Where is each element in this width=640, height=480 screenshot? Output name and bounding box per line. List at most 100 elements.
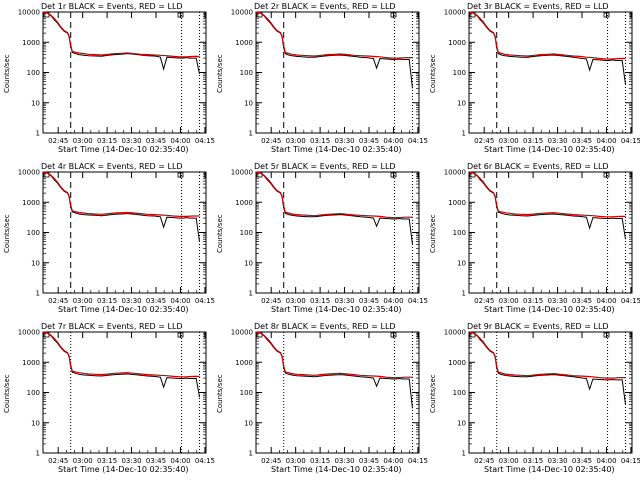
- events-series-line: [42, 11, 200, 75]
- x-tick-label: 03:00: [286, 137, 306, 145]
- x-tick-label: 03:00: [286, 457, 306, 465]
- detector-panel-5: Det 5r BLACK = Events, RED = LLD 1 10 100 10…: [213, 160, 428, 320]
- panel-title: Det 3r BLACK = Events, RED = LLD: [467, 2, 609, 11]
- x-tick-label: 03:15: [97, 457, 117, 465]
- y-tick-label: 1: [36, 290, 40, 298]
- events-series-line: [42, 171, 200, 242]
- events-series-line: [255, 171, 413, 245]
- y-tick-label: 10: [457, 99, 466, 107]
- y-tick-label: 1: [249, 290, 253, 298]
- x-tick-label: 03:00: [73, 137, 93, 145]
- x-tick-label: 02:45: [474, 297, 494, 305]
- y-tick-label: 1000: [235, 199, 253, 207]
- x-tick-label: 03:45: [572, 457, 592, 465]
- y-axis-title: Counts/sec: [429, 373, 437, 413]
- lld-series-line: [255, 171, 413, 219]
- panel-title: Det 9r BLACK = Events, RED = LLD: [467, 322, 609, 331]
- y-tick-label: 10000: [18, 329, 40, 337]
- y-tick-label: 1000: [22, 199, 40, 207]
- y-tick-label: 100: [27, 69, 40, 77]
- x-tick-label: 04:00: [170, 297, 190, 305]
- events-series-line: [468, 11, 626, 85]
- y-tick-label: 1000: [235, 39, 253, 47]
- x-tick-label: 03:15: [523, 297, 543, 305]
- x-tick-label: 04:15: [408, 137, 428, 145]
- detector-panel-1: Det 1r BLACK = Events, RED = LLD 1 10 100 10…: [0, 0, 215, 160]
- y-tick-label: 1: [36, 450, 40, 458]
- y-tick-label: 100: [240, 69, 253, 77]
- corner-marker: [390, 12, 397, 18]
- y-tick-label: 10: [31, 99, 40, 107]
- x-tick-label: 03:45: [359, 137, 379, 145]
- x-tick-label: 03:30: [547, 137, 567, 145]
- y-tick-label: 1000: [22, 359, 40, 367]
- panel-title: Det 5r BLACK = Events, RED = LLD: [254, 162, 396, 171]
- x-tick-label: 04:00: [170, 137, 190, 145]
- x-tick-label: 04:15: [195, 297, 215, 305]
- x-axis-title: Start Time (14-Dec-10 02:35:40): [271, 465, 402, 474]
- y-tick-label: 1: [462, 450, 466, 458]
- x-tick-label: 03:45: [359, 457, 379, 465]
- y-axis-title: Counts/sec: [3, 53, 11, 93]
- corner-marker: [177, 332, 184, 338]
- corner-marker: [603, 332, 610, 338]
- y-tick-label: 100: [27, 389, 40, 397]
- y-axis-title: Counts/sec: [3, 373, 11, 413]
- y-tick-label: 1: [36, 130, 40, 138]
- y-tick-label: 1: [249, 130, 253, 138]
- x-tick-label: 03:30: [121, 457, 141, 465]
- x-tick-label: 04:00: [383, 137, 403, 145]
- panel-plot-svg: 1 10 100 1000 10000 02:45 03:00 03:15 03:30 03:45…: [231, 169, 428, 306]
- y-axis-title: Counts/sec: [216, 373, 224, 413]
- events-series-line: [468, 171, 626, 240]
- detector-panel-2: Det 2r BLACK = Events, RED = LLD 1 10 100 10…: [213, 0, 428, 160]
- y-tick-label: 10: [457, 259, 466, 267]
- corner-marker: [390, 332, 397, 338]
- corner-marker: [177, 12, 184, 18]
- y-tick-label: 10: [457, 419, 466, 427]
- detector-panel-6: Det 6r BLACK = Events, RED = LLD 1 10 100 10…: [426, 160, 640, 320]
- lld-series-line: [42, 171, 200, 217]
- detector-panel-9: Det 9r BLACK = Events, RED = LLD 1 10 100 10…: [426, 320, 640, 480]
- x-tick-label: 04:15: [621, 297, 640, 305]
- y-tick-label: 10000: [231, 9, 253, 17]
- y-tick-label: 10000: [18, 9, 40, 17]
- detector-panel-8: Det 8r BLACK = Events, RED = LLD 1 10 100 10…: [213, 320, 428, 480]
- x-tick-label: 03:15: [97, 137, 117, 145]
- y-tick-label: 100: [453, 389, 466, 397]
- x-tick-label: 03:30: [334, 457, 354, 465]
- lld-series-line: [468, 11, 626, 60]
- y-tick-label: 10000: [231, 329, 253, 337]
- x-tick-label: 03:45: [572, 137, 592, 145]
- x-tick-label: 02:45: [48, 137, 68, 145]
- x-axis-title: Start Time (14-Dec-10 02:35:40): [484, 465, 615, 474]
- x-axis-title: Start Time (14-Dec-10 02:35:40): [271, 145, 402, 154]
- panel-plot-svg: 1 10 100 1000 10000 02:45 03:00 03:15 03:30 03:45…: [231, 9, 428, 146]
- x-tick-label: 04:15: [195, 457, 215, 465]
- x-tick-label: 04:00: [596, 457, 616, 465]
- x-axis-title: Start Time (14-Dec-10 02:35:40): [484, 145, 615, 154]
- lld-series-line: [255, 331, 413, 379]
- x-tick-label: 03:15: [97, 297, 117, 305]
- x-tick-label: 04:00: [170, 457, 190, 465]
- x-tick-label: 03:00: [499, 297, 519, 305]
- panel-title: Det 7r BLACK = Events, RED = LLD: [41, 322, 183, 331]
- y-tick-label: 10: [244, 419, 253, 427]
- lld-series-line: [42, 11, 200, 58]
- x-tick-label: 03:00: [286, 297, 306, 305]
- y-tick-label: 1000: [22, 39, 40, 47]
- x-tick-label: 02:45: [261, 137, 281, 145]
- x-tick-label: 04:15: [621, 457, 640, 465]
- x-tick-label: 03:15: [523, 457, 543, 465]
- x-tick-label: 02:45: [474, 457, 494, 465]
- events-series-line: [255, 331, 413, 409]
- x-tick-label: 04:00: [383, 297, 403, 305]
- y-tick-label: 10: [244, 259, 253, 267]
- panel-title: Det 1r BLACK = Events, RED = LLD: [41, 2, 183, 11]
- y-axis-title: Counts/sec: [429, 53, 437, 93]
- events-series-line: [468, 331, 626, 405]
- x-tick-label: 03:30: [547, 297, 567, 305]
- x-tick-label: 03:45: [146, 457, 166, 465]
- lld-series-line: [468, 331, 626, 379]
